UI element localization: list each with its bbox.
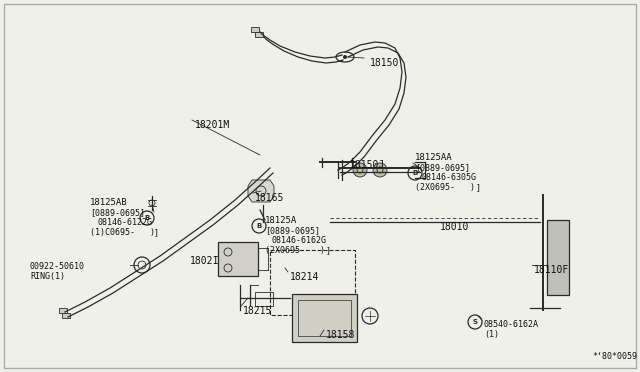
Text: 00922-50610: 00922-50610 [30, 262, 85, 271]
Text: *‘80*0059: *‘80*0059 [592, 352, 637, 361]
Text: 18110F: 18110F [534, 265, 569, 275]
Text: ]: ] [326, 246, 331, 255]
Text: 18165: 18165 [255, 193, 284, 203]
Text: 08146-6305G: 08146-6305G [422, 173, 477, 182]
Text: (1)C0695-   ): (1)C0695- ) [90, 228, 155, 237]
Text: [0889-0695]: [0889-0695] [415, 163, 470, 172]
Circle shape [353, 163, 367, 177]
Text: [0889-0695]: [0889-0695] [90, 208, 145, 217]
Text: (2X0695-   ): (2X0695- ) [265, 246, 325, 255]
Text: [0889-0695]: [0889-0695] [265, 226, 320, 235]
Bar [218, 242, 258, 276]
Bar [255, 32, 263, 37]
Text: B: B [257, 223, 262, 229]
Text: 18150J: 18150J [350, 160, 385, 170]
Bar [292, 294, 357, 342]
Bar [59, 308, 67, 313]
Text: 18215: 18215 [243, 306, 273, 316]
Polygon shape [248, 180, 274, 202]
Text: 18125AB: 18125AB [90, 198, 127, 207]
Text: 18158: 18158 [326, 330, 355, 340]
Text: 18150: 18150 [370, 58, 399, 68]
Text: RING(1): RING(1) [30, 272, 65, 281]
Bar [251, 27, 259, 32]
Text: ]: ] [476, 183, 481, 192]
Text: (1): (1) [484, 330, 499, 339]
Text: ]: ] [154, 228, 159, 237]
Circle shape [373, 163, 387, 177]
Text: 18021: 18021 [190, 256, 220, 266]
Bar [298, 300, 351, 336]
Text: 18125A: 18125A [265, 216, 297, 225]
Text: 18201M: 18201M [195, 120, 230, 130]
Text: (2X0695-   ): (2X0695- ) [415, 183, 475, 192]
Circle shape [343, 55, 347, 59]
Bar [547, 220, 569, 295]
Text: 18125AA: 18125AA [415, 153, 452, 162]
Text: 18214: 18214 [290, 272, 319, 282]
Bar [62, 313, 70, 318]
Text: 18010: 18010 [440, 222, 469, 232]
Text: 08540-6162A: 08540-6162A [484, 320, 539, 329]
Text: S: S [472, 319, 477, 325]
Text: B: B [412, 170, 418, 176]
Bar [270, 250, 355, 315]
Text: 08146-6122G: 08146-6122G [97, 218, 152, 227]
Text: B: B [145, 215, 150, 221]
Bar [255, 292, 273, 306]
Text: 08146-6162G: 08146-6162G [272, 236, 327, 245]
